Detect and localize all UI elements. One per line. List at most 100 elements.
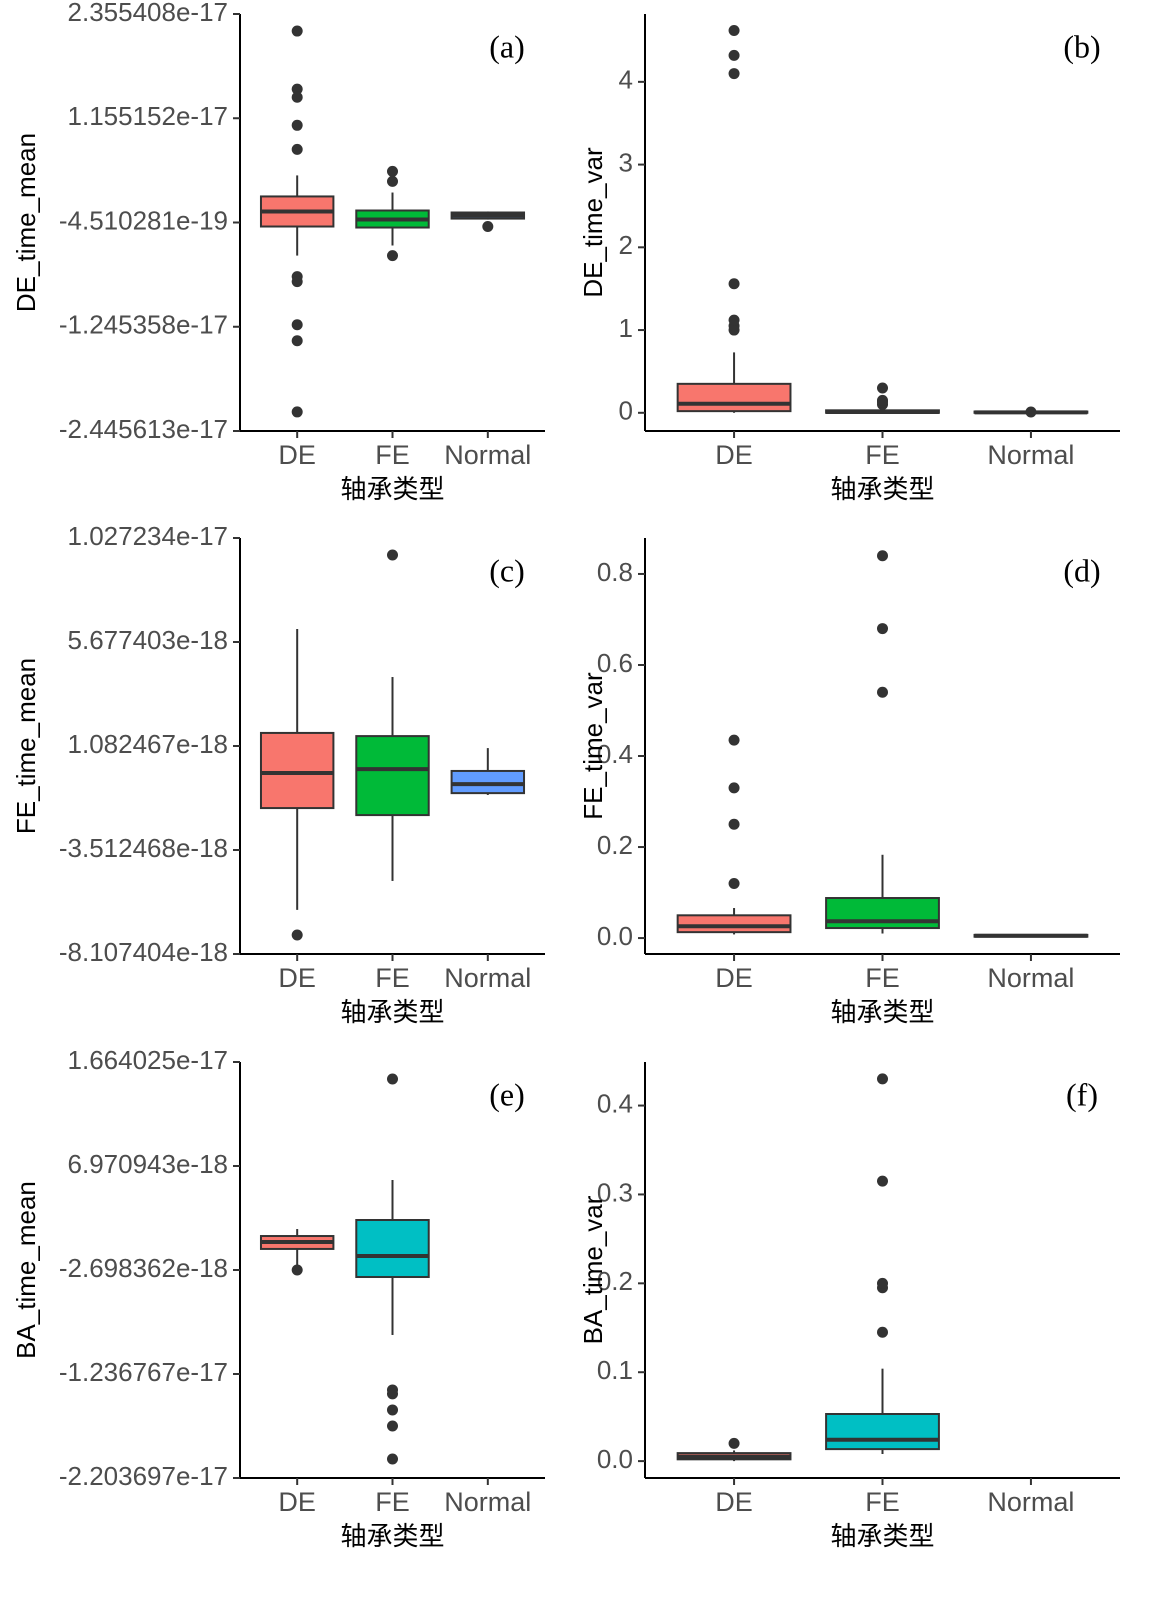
- outlier: [291, 929, 303, 941]
- outlier: [728, 734, 740, 746]
- y-tick-label: 0.4: [597, 1088, 633, 1118]
- box: [825, 1413, 940, 1451]
- outlier: [1025, 406, 1037, 418]
- outlier: [877, 382, 888, 394]
- box: [355, 1219, 430, 1279]
- x-tick-label: Normal: [987, 1487, 1074, 1517]
- outlier: [291, 319, 303, 331]
- y-axis-title: BA_time_var: [578, 1195, 608, 1344]
- y-tick-label: 0.4: [597, 739, 633, 769]
- x-tick-label: FE: [375, 440, 410, 470]
- x-tick-label: Normal: [987, 963, 1074, 993]
- y-tick-label: -2.445613e-17: [59, 414, 228, 444]
- outlier: [482, 220, 494, 232]
- y-tick-label: -1.245358e-17: [59, 310, 228, 340]
- x-tick-label: DE: [715, 440, 753, 470]
- outlier: [387, 1404, 398, 1416]
- y-axis-title: DE_time_var: [578, 147, 608, 298]
- outlier: [291, 83, 303, 95]
- outlier: [291, 1264, 303, 1276]
- x-axis-title: 轴承类型: [340, 1521, 444, 1551]
- x-axis-title: 轴承类型: [340, 474, 444, 504]
- outlier: [387, 1420, 398, 1432]
- outlier: [728, 782, 740, 794]
- outlier: [728, 68, 740, 80]
- outlier: [877, 686, 888, 698]
- y-tick-label: -2.203697e-17: [59, 1461, 228, 1491]
- y-tick-label: 0.0: [597, 1444, 633, 1474]
- box: [825, 897, 940, 930]
- y-tick-label: 0: [619, 396, 633, 426]
- x-tick-label: FE: [375, 963, 410, 993]
- box: [259, 731, 335, 810]
- y-tick-label: 0.2: [597, 1266, 633, 1296]
- panel-label: (b): [1063, 28, 1100, 64]
- outlier: [387, 175, 398, 187]
- outlier: [728, 314, 740, 326]
- y-tick-label: 0.6: [597, 648, 633, 678]
- x-tick-label: DE: [278, 1487, 316, 1517]
- x-tick-label: DE: [278, 963, 316, 993]
- x-axis-title: 轴承类型: [830, 1521, 934, 1551]
- outlier: [877, 1073, 888, 1085]
- x-tick-label: Normal: [444, 963, 531, 993]
- outlier: [387, 250, 398, 262]
- outlier: [291, 143, 303, 155]
- panel-label: (f): [1066, 1076, 1098, 1112]
- outlier: [877, 1277, 888, 1289]
- outlier: [291, 91, 303, 103]
- outlier: [387, 165, 398, 177]
- y-tick-label: 0.3: [597, 1177, 633, 1207]
- y-axis-title: FE_time_var: [578, 672, 608, 820]
- x-tick-label: DE: [715, 1487, 753, 1517]
- y-tick-label: 1: [619, 313, 633, 343]
- outlier: [387, 1453, 398, 1465]
- outlier: [877, 394, 888, 406]
- outlier: [728, 1437, 740, 1449]
- x-axis-title: 轴承类型: [830, 474, 934, 504]
- y-tick-label: 6.970943e-18: [68, 1149, 228, 1179]
- outlier: [877, 623, 888, 635]
- x-tick-label: FE: [375, 1487, 410, 1517]
- x-tick-label: FE: [865, 440, 900, 470]
- outlier: [877, 1175, 888, 1187]
- box: [450, 769, 526, 795]
- outlier: [387, 1388, 398, 1400]
- outlier: [728, 25, 740, 37]
- y-tick-label: 1.664025e-17: [68, 1045, 228, 1075]
- y-tick-label: -3.512468e-18: [59, 833, 228, 863]
- outlier: [728, 49, 740, 61]
- y-tick-label: 3: [619, 147, 633, 177]
- y-tick-label: -4.510281e-19: [59, 205, 228, 235]
- outlier: [291, 406, 303, 418]
- panel-label: (a): [489, 28, 525, 64]
- y-tick-label: 1.082467e-18: [68, 729, 228, 759]
- y-tick-label: 1.027234e-17: [68, 521, 228, 551]
- outlier: [728, 818, 740, 830]
- y-tick-label: 0.8: [597, 557, 633, 587]
- x-tick-label: Normal: [987, 440, 1074, 470]
- x-tick-label: DE: [715, 963, 753, 993]
- panel-label: (e): [489, 1076, 525, 1112]
- y-axis-title: FE_time_mean: [11, 658, 41, 834]
- x-tick-label: Normal: [444, 1487, 531, 1517]
- outlier: [387, 549, 398, 561]
- x-tick-label: FE: [865, 1487, 900, 1517]
- panel-label: (c): [489, 552, 525, 588]
- outlier: [728, 278, 740, 290]
- y-tick-label: 0.0: [597, 921, 633, 951]
- y-tick-label: 0.1: [597, 1355, 633, 1385]
- box: [355, 735, 430, 817]
- y-tick-label: 5.677403e-18: [68, 625, 228, 655]
- outlier: [387, 1073, 398, 1085]
- y-tick-label: 2: [619, 230, 633, 260]
- outlier: [291, 25, 303, 37]
- x-tick-label: Normal: [444, 440, 531, 470]
- y-tick-label: 2.355408e-17: [68, 0, 228, 27]
- outlier: [291, 276, 303, 288]
- y-axis-title: BA_time_mean: [11, 1181, 41, 1359]
- y-tick-label: 1.155152e-17: [68, 101, 228, 131]
- x-axis-title: 轴承类型: [340, 997, 444, 1027]
- y-axis-title: DE_time_mean: [11, 133, 41, 312]
